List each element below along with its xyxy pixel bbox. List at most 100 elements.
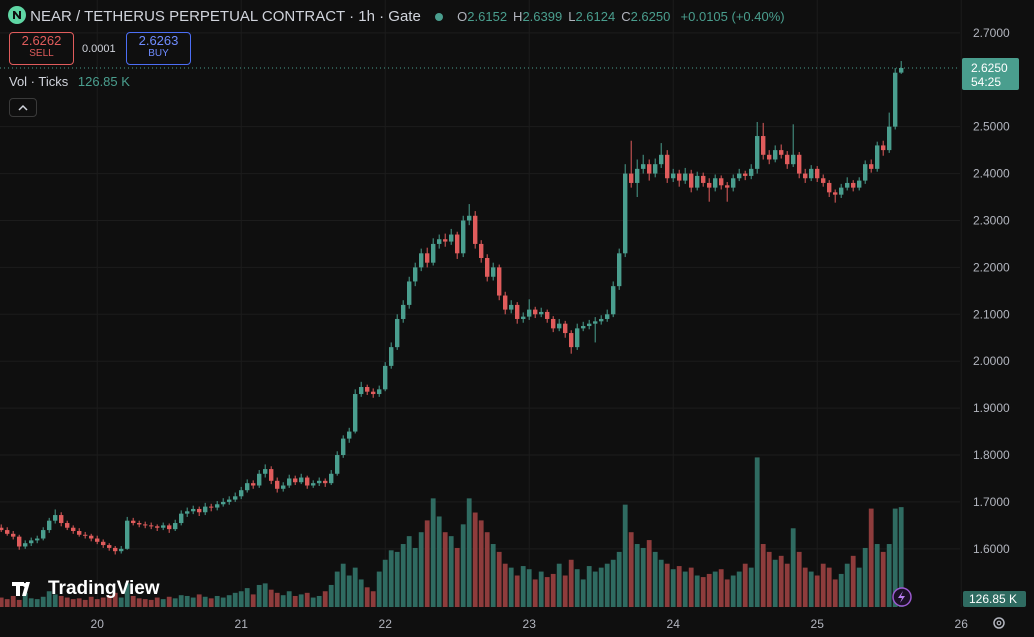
volume-legend: Vol · Ticks 126.85 K xyxy=(9,74,130,89)
volume-bar xyxy=(76,598,82,607)
candle-body xyxy=(413,267,418,282)
volume-bar xyxy=(52,594,58,607)
volume-bar xyxy=(418,532,424,607)
volume-bar xyxy=(280,595,286,607)
volume-bar xyxy=(766,551,772,607)
candle-body xyxy=(23,543,28,547)
candle-body xyxy=(509,304,514,310)
candle-body xyxy=(323,480,328,484)
candle-body xyxy=(347,431,352,439)
candle-body xyxy=(545,311,550,319)
candle-body xyxy=(845,182,850,188)
volume-bar xyxy=(712,571,718,607)
volume-bar xyxy=(250,594,256,607)
volume-bar xyxy=(724,579,730,607)
candle-body xyxy=(851,182,856,188)
volume-bar xyxy=(616,551,622,607)
volume-bar xyxy=(550,573,556,607)
volume-bar xyxy=(868,508,874,607)
candle-body xyxy=(677,173,682,181)
ohlc-value: 2.6152 xyxy=(467,9,508,24)
candle-body xyxy=(737,173,742,179)
volume-bar xyxy=(112,592,118,607)
candle-body xyxy=(113,547,118,552)
volume-bar xyxy=(694,575,700,607)
candle-body xyxy=(383,365,388,390)
volume-value: 126.85 K xyxy=(77,74,130,89)
candle-body xyxy=(401,304,406,319)
volume-bar xyxy=(244,588,250,607)
candle-body xyxy=(785,154,790,165)
volume-bar xyxy=(682,571,688,607)
candle-body xyxy=(563,323,568,334)
volume-bar xyxy=(28,598,34,607)
candle-body xyxy=(293,478,298,483)
volume-bar xyxy=(856,567,862,607)
grid xyxy=(0,0,962,607)
volume-bar xyxy=(442,532,448,607)
candle-body xyxy=(335,455,340,474)
y-tick-label: 2.2000 xyxy=(973,260,1010,274)
volume-bar xyxy=(892,508,898,607)
y-tick-label: 1.6000 xyxy=(973,542,1010,556)
volume-bar xyxy=(466,498,472,607)
collapse-button[interactable] xyxy=(9,98,37,117)
candle-body xyxy=(527,309,532,317)
volume-bar xyxy=(4,599,10,607)
last-price-label: 2.6250 xyxy=(971,61,1008,75)
candle-body xyxy=(185,511,190,514)
candle-body xyxy=(485,257,490,277)
candle-body xyxy=(659,154,664,165)
volume-bar xyxy=(232,592,238,607)
volume-bar xyxy=(130,595,136,607)
brand-name: TradingView xyxy=(48,578,160,599)
buy-button[interactable]: 2.6263 BUY xyxy=(126,32,191,65)
candle-body xyxy=(209,506,214,508)
candle-body xyxy=(83,534,88,536)
candle-body xyxy=(101,541,106,546)
candle-body xyxy=(497,267,502,296)
candle-body xyxy=(173,523,178,530)
candle-body xyxy=(389,347,394,366)
ohlc-key: L xyxy=(568,9,576,24)
candle-body xyxy=(155,526,160,528)
volume-bar xyxy=(172,598,178,607)
sell-label: SELL xyxy=(29,48,54,59)
candle-body xyxy=(569,333,574,348)
candle-body xyxy=(341,438,346,456)
volume-bar xyxy=(304,592,310,607)
candle-body xyxy=(125,520,130,549)
candle-body xyxy=(395,318,400,348)
candle-body xyxy=(215,504,220,508)
volume-bar xyxy=(706,573,712,607)
volume-bar xyxy=(586,566,592,607)
candle-body xyxy=(695,175,700,188)
volume-bar xyxy=(640,547,646,607)
volume-bar xyxy=(226,595,232,607)
candle-body xyxy=(29,540,34,544)
volume-bar xyxy=(388,550,394,607)
volume-bar xyxy=(598,567,604,607)
volume-bar xyxy=(622,504,628,607)
lightning-button[interactable] xyxy=(892,587,912,607)
x-tick-label: 25 xyxy=(811,617,825,631)
volume-bar xyxy=(310,597,316,607)
candle-body xyxy=(491,267,496,277)
x-tick-label: 26 xyxy=(955,617,969,631)
sell-button[interactable]: 2.6262 SELL xyxy=(9,32,74,65)
settings-button[interactable] xyxy=(993,617,1005,629)
y-tick-label: 1.7000 xyxy=(973,495,1010,509)
candle-body xyxy=(707,182,712,188)
candle-body xyxy=(581,326,586,329)
volume-bar xyxy=(634,544,640,607)
volume-bar xyxy=(100,597,106,607)
volume-bar xyxy=(808,571,814,607)
candle-body xyxy=(365,386,370,392)
candle-body xyxy=(71,527,76,532)
candle-body xyxy=(827,182,832,193)
candle-body xyxy=(167,525,172,530)
volume-bar xyxy=(472,512,478,607)
volume-bar xyxy=(898,507,904,607)
